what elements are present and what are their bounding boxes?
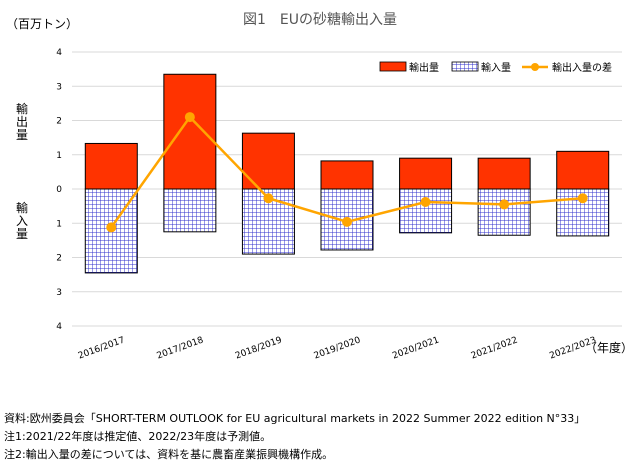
export-bar — [320, 160, 374, 190]
import-bar — [399, 188, 453, 234]
y-tick-label: 2 — [56, 117, 62, 127]
difference-point — [577, 193, 588, 204]
x-tick-label: 2017/2018 — [156, 335, 206, 361]
y-axis: 4 3 2 1 0 1 2 3 4 — [56, 48, 62, 332]
x-tick-label: 2020/2021 — [391, 335, 440, 361]
export-bar — [163, 73, 217, 190]
y-label-imports: 輸入量 — [16, 200, 28, 241]
import-bar — [477, 188, 531, 236]
x-tick-label: 2019/2020 — [313, 335, 363, 361]
x-unit-label: （年度） — [585, 340, 633, 355]
export-bar — [556, 150, 610, 190]
y-tick-label: 1 — [56, 151, 62, 161]
export-bar — [477, 157, 531, 190]
x-axis: 2016/2017 2017/2018 2018/2019 2019/2020 2020… — [77, 335, 598, 361]
note-1: 注1:2021/22年度は推定値、2022/23年度は予測値。 — [4, 430, 272, 443]
difference-point — [499, 199, 510, 210]
legend-diff-marker — [531, 63, 539, 71]
y-tick-label: 4 — [56, 322, 62, 332]
legend-export-swatch — [379, 61, 407, 72]
y-tick-label: 3 — [56, 288, 62, 298]
legend-export-label: 輸出量 — [409, 61, 439, 74]
y-tick-label: 1 — [56, 219, 62, 229]
bars — [84, 73, 610, 274]
x-tick-label: 2021/2022 — [470, 335, 519, 361]
legend-import-swatch — [451, 61, 479, 72]
x-tick-label: 2018/2019 — [234, 335, 284, 361]
difference-point — [184, 112, 195, 123]
note-2: 注2:輸出入量の差については、資料を基に農畜産業振興機構作成。 — [4, 448, 334, 461]
y-tick-label: 2 — [56, 254, 62, 264]
difference-point — [420, 197, 431, 208]
import-bar — [163, 188, 217, 233]
y-label-exports: 輸出量 — [16, 101, 28, 142]
difference-point — [342, 216, 352, 227]
x-tick-label: 2016/2017 — [77, 335, 126, 361]
y-tick-label: 0 — [56, 185, 62, 195]
difference-point — [106, 222, 117, 233]
y-tick-label: 4 — [56, 48, 62, 58]
difference-point — [263, 193, 274, 204]
legend-import-label: 輸入量 — [481, 61, 511, 74]
chart-title: 図1 EUの砂糖輸出入量 — [243, 12, 397, 28]
legend: 輸出量 輸入量 輸出入量の差 — [379, 61, 612, 74]
legend-diff-label: 輸出入量の差 — [552, 61, 612, 74]
export-bar — [399, 157, 453, 190]
notes: 資料:欧州委員会「SHORT-TERM OUTLOOK for EU agric… — [4, 410, 636, 464]
source-note: 資料:欧州委員会「SHORT-TERM OUTLOOK for EU agric… — [4, 412, 586, 425]
difference-line — [106, 112, 588, 233]
export-bar — [84, 142, 138, 190]
y-unit-label: （百万トン） — [6, 17, 78, 31]
y-tick-label: 3 — [56, 82, 62, 92]
